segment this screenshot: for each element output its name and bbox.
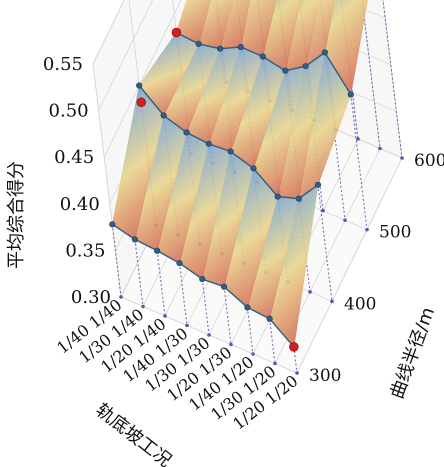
data-point [237,43,244,51]
floor-marker [308,290,312,294]
floor-marker [163,314,167,318]
drop-line [156,250,166,317]
data-points [109,27,354,352]
z-axis-label: 平均综合得分 [6,161,27,269]
data-point [195,40,202,47]
data-point [160,112,167,119]
floor-marker [295,371,299,375]
z-tick-label: 0.30 [71,287,111,308]
floor-marker [251,352,255,356]
z-tick-label: 0.35 [65,240,105,261]
floor-marker [119,295,123,299]
optimal-point [136,97,146,108]
floor-marker [141,304,145,309]
data-point [205,140,212,147]
data-point [259,53,266,60]
data-point [227,148,234,155]
y-tick-label: 300 [309,366,341,386]
floor-marker [185,323,189,328]
data-point [109,221,116,228]
x-axis-label: 轨底坡工况 [91,400,175,467]
data-point [295,195,302,202]
drop-line [201,279,210,336]
data-point [321,49,328,56]
data-point [220,283,228,290]
data-point [131,236,139,243]
floor-marker [207,333,211,337]
z-tick-label: 0.40 [60,194,100,215]
floor-marker [378,146,382,151]
data-point [217,45,224,52]
data-point [302,63,309,70]
floor-marker [273,361,277,366]
y-tick-label: 400 [344,294,376,314]
floor-marker [330,299,334,304]
data-point [176,259,183,267]
floor-marker [321,208,325,213]
data-point [199,275,206,283]
y-axis-label: 曲线半径/m [387,305,439,402]
floor-marker [365,227,369,232]
data-point [244,304,251,311]
data-point [266,315,273,322]
y-tick-label: 600 [414,151,444,171]
drop-line [269,318,276,364]
optimal-point [171,27,182,38]
drop-line [246,307,254,355]
data-point [274,193,281,200]
data-point [347,91,354,98]
z-tick-label: 0.55 [43,54,83,75]
drop-line [350,94,368,230]
z-tick-label: 0.50 [49,101,89,122]
floor-marker [400,156,404,160]
data-point [250,165,257,172]
drop-line [223,286,232,345]
drop-line [134,239,144,307]
data-point [154,247,161,254]
drop-line [382,0,403,159]
data-point [136,82,143,89]
floor-marker [356,137,360,141]
floor-marker [343,218,347,222]
y-tick-label: 500 [379,223,411,243]
data-point [314,181,322,188]
drop-line [317,184,333,302]
data-point [282,67,289,74]
z-tick-label: 0.45 [54,147,94,168]
optimal-point [289,342,299,352]
floor-marker [229,342,233,347]
data-point [183,129,190,136]
